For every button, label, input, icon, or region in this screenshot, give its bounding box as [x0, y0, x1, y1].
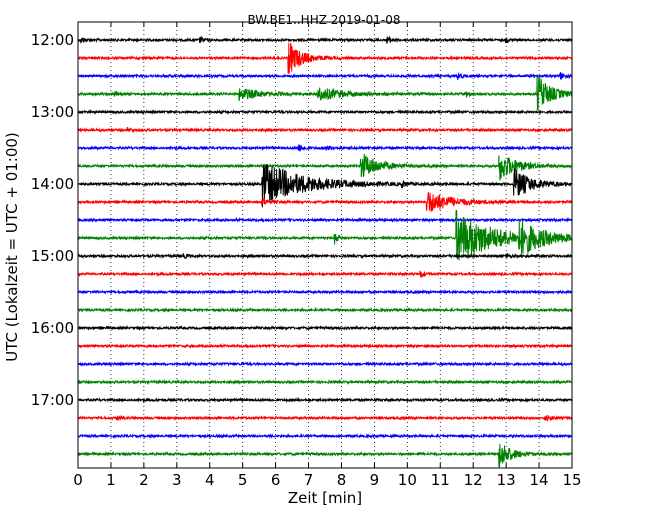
- x-tick-label: 11: [431, 471, 450, 489]
- trace-line-1745: [77, 443, 573, 468]
- x-tick-label: 5: [238, 471, 248, 489]
- trace-line-1200: [77, 35, 573, 45]
- trace-line-1330: [77, 144, 573, 152]
- y-tick-label: 16:00: [31, 319, 74, 337]
- trace-line-1545: [77, 306, 573, 313]
- trace-line-1500: [77, 252, 573, 260]
- trace-line-1700: [77, 396, 573, 404]
- x-tick-label: 4: [205, 471, 215, 489]
- trace-line-1415: [77, 191, 573, 212]
- x-tick-label: 15: [562, 471, 581, 489]
- y-tick-label: 13:00: [31, 103, 74, 121]
- x-axis: 0 1 2 3 4 5 6 7 8 9 10 11 12 13 14 15: [73, 22, 582, 489]
- trace-line-1645: [77, 378, 573, 385]
- x-tick-label: 12: [464, 471, 483, 489]
- trace-line-1345: [77, 153, 573, 181]
- x-tick-label: 9: [370, 471, 380, 489]
- trace-line-1730: [77, 432, 573, 439]
- trace-line-1615: [77, 342, 573, 349]
- trace-line-1600: [77, 324, 573, 332]
- y-tick-label: 12:00: [31, 31, 74, 49]
- trace-line-1530: [77, 289, 573, 295]
- trace-line-1715: [77, 414, 573, 422]
- x-tick-label: 8: [337, 471, 347, 489]
- y-axis: 12:00 13:00 14:00 15:00 16:00 17:00: [31, 31, 572, 409]
- trace-line-1230: [77, 71, 573, 81]
- chart-title: BW.BE1..HHZ 2019-01-08: [247, 13, 400, 27]
- trace-line-1445: [77, 210, 573, 261]
- x-tick-label: 2: [139, 471, 149, 489]
- trace-line-1245: [77, 75, 573, 111]
- y-tick-label: 15:00: [31, 247, 74, 265]
- x-axis-label: Zeit [min]: [288, 489, 362, 507]
- x-tick-label: 14: [530, 471, 549, 489]
- trace-line-1630: [77, 361, 573, 367]
- plot-frame: [77, 21, 573, 469]
- y-axis-label: UTC (Lokalzeit = UTC + 01:00): [3, 132, 21, 362]
- trace-line-1215: [77, 42, 573, 74]
- x-tick-label: 3: [172, 471, 182, 489]
- y-tick-label: 17:00: [31, 391, 74, 409]
- x-tick-label: 10: [398, 471, 417, 489]
- trace-line-1315: [77, 126, 573, 134]
- traces: [77, 35, 573, 468]
- x-tick-label: 1: [106, 471, 116, 489]
- x-tick-label: 6: [271, 471, 281, 489]
- x-tick-label: 0: [73, 471, 83, 489]
- trace-line-1515: [77, 269, 573, 278]
- trace-line-1300: [77, 109, 573, 115]
- trace-line-1400: [77, 163, 573, 208]
- trace-line-1430: [77, 216, 573, 223]
- x-tick-label: 7: [304, 471, 314, 489]
- x-tick-label: 13: [497, 471, 516, 489]
- y-tick-label: 14:00: [31, 175, 74, 193]
